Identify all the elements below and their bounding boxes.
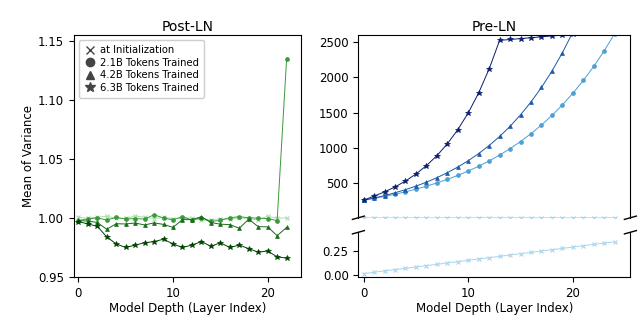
- Title: Pre-LN: Pre-LN: [472, 20, 517, 34]
- Title: Post-LN: Post-LN: [161, 20, 213, 34]
- Y-axis label: Mean of Variance: Mean of Variance: [22, 105, 35, 207]
- X-axis label: Model Depth (Layer Index): Model Depth (Layer Index): [109, 302, 266, 316]
- X-axis label: Model Depth (Layer Index): Model Depth (Layer Index): [416, 302, 573, 316]
- Legend: at Initialization, 2.1B Tokens Trained, 4.2B Tokens Trained, 6.3B Tokens Trained: at Initialization, 2.1B Tokens Trained, …: [79, 41, 204, 98]
